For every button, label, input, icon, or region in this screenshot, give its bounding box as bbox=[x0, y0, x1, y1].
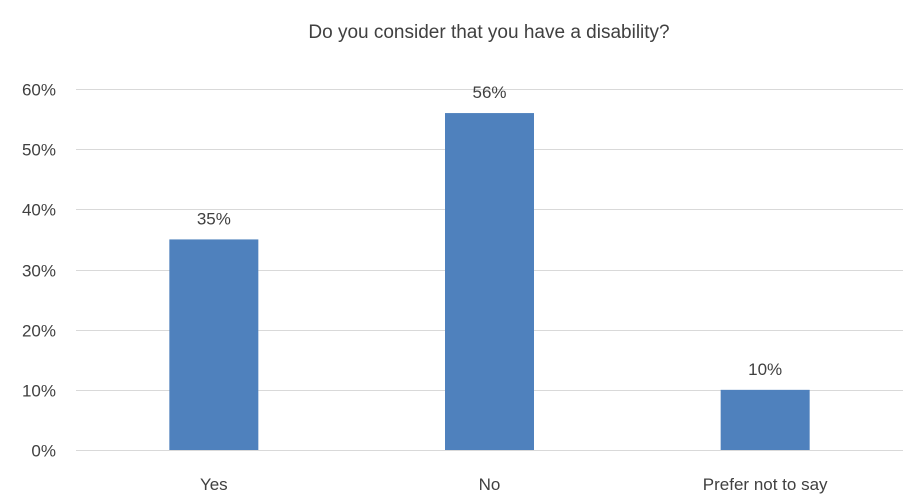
x-category-label: No bbox=[479, 475, 501, 494]
y-tick-label: 50% bbox=[22, 141, 56, 160]
y-tick-label: 0% bbox=[31, 442, 56, 461]
y-tick-label: 40% bbox=[22, 201, 56, 220]
bar bbox=[169, 239, 259, 450]
data-label: 35% bbox=[197, 209, 231, 228]
x-category-label: Prefer not to say bbox=[703, 475, 828, 494]
bar bbox=[445, 113, 534, 451]
x-axis-category-labels: Yes No Prefer not to say bbox=[200, 475, 828, 494]
y-tick-label: 10% bbox=[22, 382, 56, 401]
x-category-label: Yes bbox=[200, 475, 228, 494]
data-labels: 35% 56% 10% bbox=[197, 83, 782, 379]
y-tick-label: 60% bbox=[22, 81, 56, 100]
chart-title: Do you consider that you have a disabili… bbox=[308, 22, 669, 43]
y-axis-tick-labels: 0% 10% 20% 30% 40% 50% 60% bbox=[22, 81, 56, 461]
bars bbox=[169, 113, 810, 451]
y-tick-label: 20% bbox=[22, 322, 56, 341]
bar bbox=[720, 389, 810, 450]
y-tick-label: 30% bbox=[22, 262, 56, 281]
data-label: 10% bbox=[748, 360, 782, 379]
data-label: 56% bbox=[472, 83, 506, 102]
